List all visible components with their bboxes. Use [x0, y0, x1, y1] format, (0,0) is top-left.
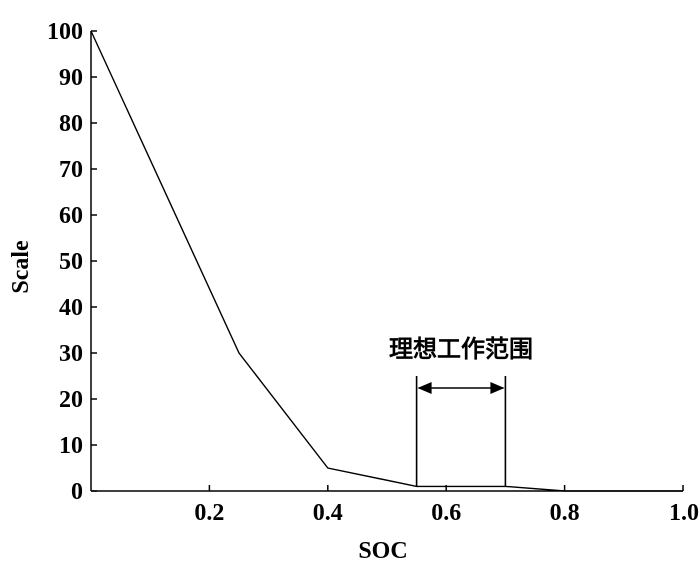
range-arrow-left-head — [417, 382, 432, 394]
series-group — [90, 30, 683, 492]
series-line — [90, 30, 683, 492]
y-tick-label: 40 — [59, 295, 83, 321]
x-tick-label: 1.0 — [669, 500, 699, 526]
y-tick-label: 10 — [59, 433, 83, 459]
x-tick-label: 0.4 — [313, 500, 343, 526]
x-tick-label: 0.8 — [550, 500, 580, 526]
y-tick-label: 100 — [47, 19, 83, 45]
y-tick-label: 0 — [71, 479, 83, 505]
x-tick-label: 0.6 — [431, 500, 461, 526]
y-tick-label: 30 — [59, 341, 83, 367]
x-axis-title: SOC — [358, 538, 407, 564]
y-tick-label: 90 — [59, 65, 83, 91]
axes — [90, 31, 683, 492]
y-tick-label: 80 — [59, 111, 83, 137]
y-tick-label: 60 — [59, 203, 83, 229]
y-tick-label: 70 — [59, 157, 83, 183]
x-tick-label: 0.2 — [194, 500, 224, 526]
range-arrow-right-head — [490, 382, 505, 394]
working-range-annotation: 理想工作范围 — [389, 335, 533, 487]
x-axis-ticks: 0.2 0.4 0.6 0.8 1.0 — [194, 485, 699, 526]
range-annotation-label: 理想工作范围 — [389, 335, 533, 363]
y-tick-label: 20 — [59, 387, 83, 413]
y-axis-title: Scale — [8, 240, 34, 294]
y-axis-ticks: 0 10 20 30 40 50 60 70 80 90 100 — [47, 19, 97, 505]
y-tick-label: 50 — [59, 249, 83, 275]
